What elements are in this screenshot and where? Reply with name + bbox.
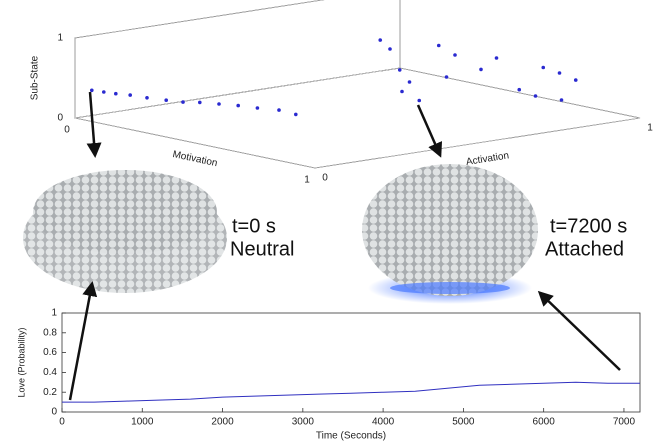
point <box>378 38 383 42</box>
y-tick-label: 0 <box>322 173 328 184</box>
grid-line <box>314 117 641 169</box>
point <box>444 75 449 79</box>
point <box>90 88 94 93</box>
point <box>517 87 522 92</box>
x-tick-label: 5000 <box>452 417 475 428</box>
z-axis-label: Sub-State <box>30 55 41 100</box>
point <box>436 43 441 48</box>
line <box>62 381 640 403</box>
x-tick-label: 1 <box>304 175 310 186</box>
x-tick-label: 3000 <box>292 417 315 428</box>
point <box>128 93 132 97</box>
x-axis-label: Time (Seconds) <box>316 431 386 442</box>
point <box>479 67 483 72</box>
x-tick-label: 4000 <box>372 417 395 428</box>
y-tick-label: 0 <box>51 407 57 418</box>
y-axis-label: Love (Probability) <box>16 327 26 397</box>
grid-line <box>74 0 324 39</box>
back-wall <box>74 0 401 119</box>
y-tick-label: 0.2 <box>43 387 57 398</box>
point <box>407 80 412 84</box>
x-tick-label: 0 <box>64 125 70 136</box>
x-axis-label: Motivation <box>172 149 219 169</box>
y-tick-label: 0.6 <box>43 347 57 358</box>
x-tick-label: 1000 <box>131 417 154 428</box>
y-tick-label: 0.8 <box>43 327 57 338</box>
point <box>181 100 185 104</box>
point <box>494 56 499 60</box>
point <box>417 98 422 103</box>
panel-state: Attached <box>545 238 624 260</box>
point <box>559 98 564 102</box>
point <box>541 65 546 70</box>
blob-neutral <box>23 170 227 293</box>
point <box>217 102 221 106</box>
point <box>573 78 578 82</box>
plot-area <box>61 312 641 413</box>
point <box>102 90 106 94</box>
x-tick-label: 2000 <box>211 417 234 428</box>
y-tick-label: 0.4 <box>43 367 57 378</box>
grid-line <box>74 117 316 169</box>
point <box>236 103 240 108</box>
point <box>557 71 562 75</box>
grid-line <box>399 67 641 119</box>
z-tick-label: 1 <box>57 33 63 44</box>
y-axis-label: Activation <box>465 150 510 168</box>
point <box>164 98 168 102</box>
x-tick-label: 0 <box>59 417 65 428</box>
point <box>255 106 260 110</box>
panel-time: t=7200 s <box>550 215 627 237</box>
arrows <box>68 91 621 401</box>
z-tick-label: 0 <box>57 113 63 124</box>
x-tick-label: 7000 <box>613 417 636 428</box>
point <box>145 96 149 100</box>
y-tick-label: 1 <box>647 123 653 134</box>
point <box>198 100 202 105</box>
blob-attached <box>362 164 538 304</box>
point <box>114 91 118 96</box>
point <box>277 108 281 112</box>
x-tick-label: 6000 <box>533 417 556 428</box>
panel-time: t=0 s <box>232 215 276 237</box>
point <box>453 53 457 57</box>
y-tick-label: 1 <box>51 308 57 319</box>
point <box>397 68 402 72</box>
point <box>400 89 404 94</box>
grid-line <box>74 67 401 119</box>
floor <box>74 67 641 169</box>
point <box>294 112 298 117</box>
panel-state: Neutral <box>230 238 294 260</box>
point <box>533 94 538 98</box>
point <box>388 47 392 51</box>
